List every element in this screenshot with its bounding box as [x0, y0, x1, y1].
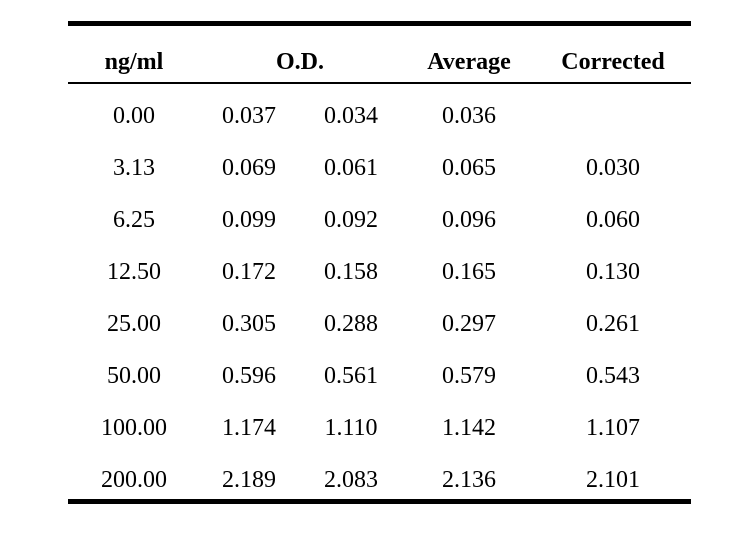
cell-ng-ml: 25.00: [107, 311, 161, 337]
cell-average: 0.579: [442, 363, 496, 389]
table-bottom-rule: [68, 499, 691, 504]
cell-ng-ml: 0.00: [113, 103, 155, 129]
cell-average: 0.065: [442, 155, 496, 181]
header-ng-ml: ng/ml: [104, 49, 164, 75]
table-row: 0.00 0.037 0.034 0.036: [0, 96, 750, 148]
cell-corrected: 0.060: [586, 207, 640, 233]
cell-od-2: 0.288: [324, 311, 378, 337]
cell-od-2: 0.061: [324, 155, 378, 181]
cell-od-2: 2.083: [324, 467, 378, 493]
cell-od-2: 0.561: [324, 363, 378, 389]
table-row: 3.13 0.069 0.061 0.065 0.030: [0, 148, 750, 200]
cell-ng-ml: 100.00: [101, 415, 167, 441]
cell-od-1: 0.172: [222, 259, 276, 285]
cell-average: 1.142: [442, 415, 496, 441]
cell-od-2: 1.110: [324, 415, 378, 441]
cell-ng-ml: 50.00: [107, 363, 161, 389]
cell-ng-ml: 6.25: [113, 207, 155, 233]
cell-corrected: 0.543: [586, 363, 640, 389]
header-corrected: Corrected: [561, 49, 665, 75]
table-body: 0.00 0.037 0.034 0.036 3.13 0.069 0.061 …: [0, 96, 750, 512]
header-od: O.D.: [276, 49, 324, 75]
cell-od-1: 0.305: [222, 311, 276, 337]
table-row: 50.00 0.596 0.561 0.579 0.543: [0, 356, 750, 408]
cell-od-1: 1.174: [222, 415, 276, 441]
cell-average: 2.136: [442, 467, 496, 493]
table-row: 6.25 0.099 0.092 0.096 0.060: [0, 200, 750, 252]
cell-corrected: 2.101: [586, 467, 640, 493]
cell-od-2: 0.034: [324, 103, 378, 129]
table-header-row: ng/ml O.D. Average Corrected: [0, 42, 750, 82]
cell-od-2: 0.158: [324, 259, 378, 285]
cell-corrected: 0.261: [586, 311, 640, 337]
table-header-rule: [68, 82, 691, 84]
cell-ng-ml: 3.13: [113, 155, 155, 181]
header-average: Average: [427, 49, 511, 75]
cell-od-1: 0.037: [222, 103, 276, 129]
cell-od-1: 0.099: [222, 207, 276, 233]
cell-corrected: 1.107: [586, 415, 640, 441]
table-row: 100.00 1.174 1.110 1.142 1.107: [0, 408, 750, 460]
cell-average: 0.096: [442, 207, 496, 233]
cell-ng-ml: 12.50: [107, 259, 161, 285]
cell-od-1: 2.189: [222, 467, 276, 493]
cell-average: 0.036: [442, 103, 496, 129]
table-top-rule: [68, 21, 691, 26]
cell-average: 0.297: [442, 311, 496, 337]
cell-od-1: 0.596: [222, 363, 276, 389]
cell-corrected: 0.130: [586, 259, 640, 285]
cell-od-2: 0.092: [324, 207, 378, 233]
cell-od-1: 0.069: [222, 155, 276, 181]
table-row: 12.50 0.172 0.158 0.165 0.130: [0, 252, 750, 304]
table-row: 200.00 2.189 2.083 2.136 2.101: [0, 460, 750, 512]
cell-average: 0.165: [442, 259, 496, 285]
table-row: 25.00 0.305 0.288 0.297 0.261: [0, 304, 750, 356]
cell-corrected: 0.030: [586, 155, 640, 181]
cell-ng-ml: 200.00: [101, 467, 167, 493]
